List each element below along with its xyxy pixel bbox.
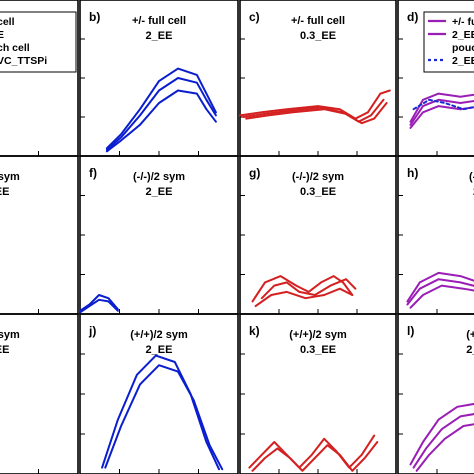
panel-label: h) (407, 166, 418, 180)
panel-title-line: 0.3_EE (300, 30, 336, 42)
series-line (409, 98, 474, 126)
panel-title-line: (-/- (469, 171, 474, 183)
series-line (415, 423, 474, 472)
series-line (105, 77, 217, 151)
series-line (251, 275, 354, 303)
panel-title-line: (-/-)/2 sym (133, 171, 185, 183)
series-line (79, 294, 119, 312)
panel-label: c) (249, 10, 260, 24)
series-line (260, 278, 357, 300)
series-line (248, 434, 376, 469)
series-line (406, 278, 474, 306)
panel-label: k) (249, 324, 260, 338)
legend-entry: pouch (452, 42, 474, 54)
panel-title-line: _EE (0, 344, 9, 356)
panel-title-line: _EE (0, 186, 9, 198)
legend-entry: +/- full ce (452, 16, 474, 28)
panel-j: j) (+/+)/2 sym 2_EE (79, 313, 239, 474)
panel-frame (0, 0, 79, 157)
panel-label: l) (407, 324, 414, 338)
panel-label: g) (249, 166, 260, 180)
panel-title-line: 2_EE (146, 344, 173, 356)
panel-e: -)/2 sym _EE (0, 155, 79, 315)
panel-title-line: +/- full cell (132, 15, 186, 27)
panel-d: d) +/- full ce2_EEpouch2_EE_VC (397, 0, 474, 157)
panel-title-line: 0.3_EE (300, 344, 336, 356)
legend-entry: 2_EE_VC (452, 55, 474, 67)
series-line (409, 284, 474, 309)
legend-box (0, 11, 77, 73)
series-line (412, 413, 474, 469)
series-line (409, 92, 474, 123)
panel-label: f) (89, 166, 97, 180)
series-line (409, 402, 474, 466)
panel-title-line: -)/2 sym (0, 171, 20, 183)
panel-g: g) (-/-)/2 sym 0.3_EE (239, 155, 397, 315)
panel-i: -)/2 sym _EE (0, 313, 79, 474)
panel-title-line: (+/+ (466, 329, 474, 341)
panel-title-line: +/- full cell (291, 15, 345, 27)
panel-f: f) (-/-)/2 sym 2_EE (79, 155, 239, 315)
legend-entry: 2_EE (452, 29, 474, 41)
panel-h: h) (-/- 2 (397, 155, 474, 315)
panel-title-line: (+/+)/2 sym (130, 329, 188, 341)
series-line (104, 364, 224, 471)
series-line (254, 287, 354, 308)
panel-label: d) (407, 10, 418, 24)
legend-entry: cell (0, 16, 15, 28)
series-line (79, 298, 119, 314)
panel-k: k) (+/+)/2 sym 0.3_EE (239, 313, 397, 474)
legend-entry: ch cell (0, 42, 30, 54)
series-line (406, 271, 474, 303)
series-line (105, 89, 217, 153)
panel-frame (397, 313, 474, 474)
panel-frame (0, 313, 79, 474)
series-line (101, 354, 220, 471)
panel-b: b) +/- full cell 2_EE (79, 0, 239, 157)
series-line (239, 89, 391, 120)
panel-title-line: (+/+)/2 sym (289, 329, 347, 341)
series-line (251, 441, 379, 472)
series-line (409, 105, 474, 129)
panel-title-line: (-/-)/2 sym (292, 171, 344, 183)
panel-title-line: 2_EE (146, 186, 173, 198)
panel-title-line: 2_EE (146, 30, 173, 42)
legend-entry: VC_TTSPi (0, 55, 47, 67)
panel-l: l) (+/+ 2_E (397, 313, 474, 474)
panel-label: b) (89, 10, 100, 24)
series-line (105, 67, 217, 150)
panel-title-line: 0.3_EE (300, 186, 336, 198)
panel-c: c) +/- full cell 0.3_EE (239, 0, 397, 157)
panel-title-line: 2 (473, 186, 474, 198)
panel-frame (0, 155, 79, 315)
series-line (245, 102, 388, 125)
legend-entry: E (0, 29, 4, 41)
panel-label: j) (88, 324, 96, 338)
panel-title-line: -)/2 sym (0, 329, 20, 341)
panel-title-line: 2_E (466, 344, 474, 356)
